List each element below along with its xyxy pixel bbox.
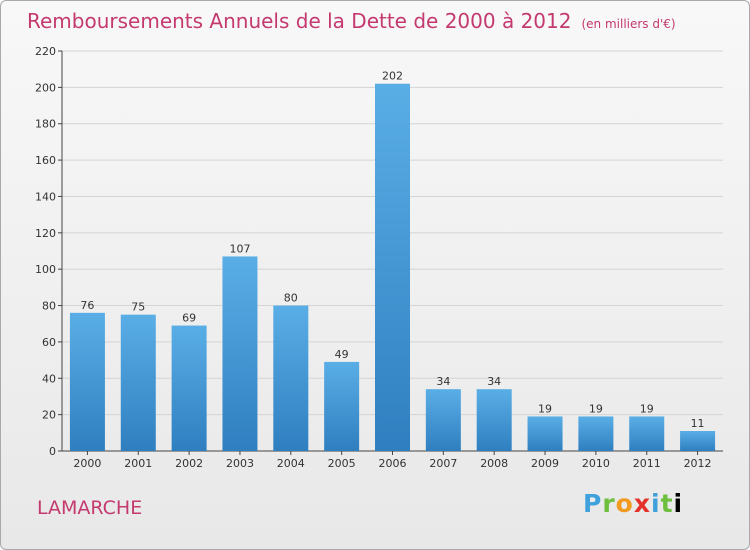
y-tick-label: 40 bbox=[42, 372, 56, 385]
bars bbox=[69, 83, 716, 452]
bar-2010 bbox=[578, 416, 614, 451]
logo-letter: r bbox=[602, 489, 616, 518]
proxiti-logo: Proxiti bbox=[583, 489, 683, 518]
value-label-2008: 34 bbox=[487, 375, 501, 388]
y-tick-label: 140 bbox=[35, 190, 56, 203]
x-tick-label-2010: 2010 bbox=[582, 457, 610, 470]
x-tick-label-2000: 2000 bbox=[73, 457, 101, 470]
y-tick-label: 20 bbox=[42, 409, 56, 422]
bar-2002 bbox=[171, 325, 207, 451]
x-tick-label-2005: 2005 bbox=[328, 457, 356, 470]
logo-letter: o bbox=[615, 489, 634, 518]
x-tick-label-2007: 2007 bbox=[429, 457, 457, 470]
x-tick-label-2001: 2001 bbox=[124, 457, 152, 470]
x-tick-label-2011: 2011 bbox=[633, 457, 661, 470]
x-tick-label-2003: 2003 bbox=[226, 457, 254, 470]
y-tick-label: 180 bbox=[35, 118, 56, 131]
bar-2009 bbox=[527, 416, 563, 451]
x-tick-label-2002: 2002 bbox=[175, 457, 203, 470]
x-tick-label-2004: 2004 bbox=[277, 457, 305, 470]
bar-2005 bbox=[324, 361, 360, 451]
logo-letter: i bbox=[651, 489, 661, 518]
x-tick-label-2012: 2012 bbox=[684, 457, 712, 470]
y-tick-label: 200 bbox=[35, 81, 56, 94]
logo-letter: P bbox=[583, 489, 603, 518]
value-label-2009: 19 bbox=[538, 402, 552, 415]
bar-2012 bbox=[680, 431, 716, 451]
title-text: Remboursements Annuels de la Dette de 20… bbox=[27, 9, 572, 33]
value-label-2005: 49 bbox=[335, 348, 349, 361]
value-label-2004: 80 bbox=[284, 292, 298, 305]
value-label-2006: 202 bbox=[382, 70, 403, 83]
value-label-2000: 76 bbox=[80, 299, 94, 312]
bar-2000 bbox=[69, 312, 105, 451]
x-tick-label-2008: 2008 bbox=[480, 457, 508, 470]
y-tick-label: 60 bbox=[42, 336, 56, 349]
bar-2006 bbox=[375, 83, 410, 452]
title-unit: (en milliers d'€) bbox=[581, 17, 676, 31]
y-tick-label: 100 bbox=[35, 263, 56, 276]
bar-2007 bbox=[425, 389, 461, 451]
value-label-2002: 69 bbox=[182, 312, 196, 325]
bar-2004 bbox=[273, 305, 309, 451]
logo-letter: t bbox=[660, 489, 674, 518]
town-name: LAMARCHE bbox=[37, 497, 143, 519]
value-label-2007: 34 bbox=[436, 375, 450, 388]
labels: 76 75 69 107 80 49 202 34 34 19 19 19 11 bbox=[80, 70, 704, 430]
x-tick-label-2009: 2009 bbox=[531, 457, 559, 470]
bar-2003 bbox=[222, 256, 258, 451]
bar-2008 bbox=[476, 389, 512, 451]
y-tick-label: 80 bbox=[42, 300, 56, 313]
bar-2011 bbox=[629, 416, 665, 451]
logo-letter: i bbox=[673, 489, 684, 518]
value-label-2010: 19 bbox=[589, 402, 603, 415]
y-tick-label: 160 bbox=[35, 154, 56, 167]
logo-letter: x bbox=[633, 489, 651, 518]
y-tick-label: 0 bbox=[49, 445, 56, 458]
value-label-2003: 107 bbox=[229, 242, 250, 255]
y-tick-label: 220 bbox=[35, 45, 56, 58]
y-tick-label: 120 bbox=[35, 227, 56, 240]
value-label-2012: 11 bbox=[691, 417, 705, 430]
x-tick-label-2006: 2006 bbox=[379, 457, 407, 470]
chart-title: Remboursements Annuels de la Dette de 20… bbox=[27, 9, 676, 33]
value-label-2011: 19 bbox=[640, 402, 654, 415]
axes: 0 20 40 60 80 100 120 140 160 180 200 220 2000 2001 20… bbox=[35, 45, 723, 470]
bar-2001 bbox=[120, 314, 156, 451]
value-label-2001: 75 bbox=[131, 301, 145, 314]
